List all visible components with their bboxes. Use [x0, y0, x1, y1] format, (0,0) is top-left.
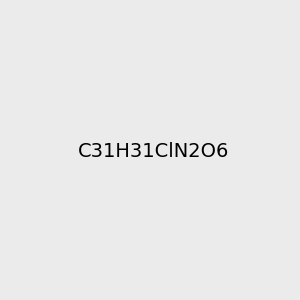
- Text: C31H31ClN2O6: C31H31ClN2O6: [78, 142, 230, 161]
